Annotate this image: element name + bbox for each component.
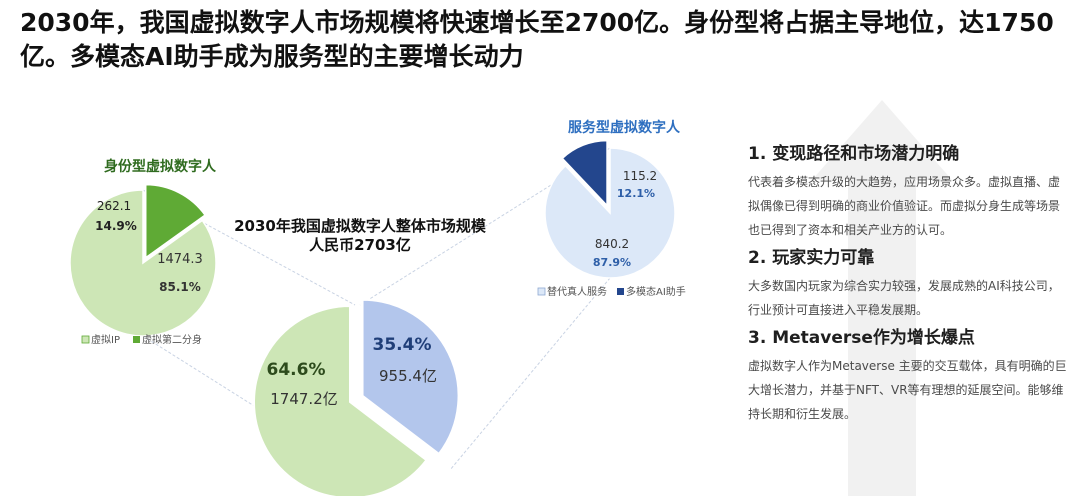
pie2-slice-human-service: [544, 147, 676, 279]
pie2-value-label-1: 840.2: [595, 237, 629, 251]
insight-section-3: 3. Metaverse作为增长爆点 虚拟数字人作为Metaverse 主要的交…: [748, 326, 1070, 426]
pie2-slice-ai-assistant: [561, 139, 608, 208]
pie2-legend-label-2: 多模态AI助手: [626, 285, 686, 298]
pie3-title-line-1: 2030年我国虚拟数字人整体市场规模: [234, 217, 487, 235]
pie1-legend-swatch-2: [133, 336, 140, 343]
pie2-percent-label-2: 12.1%: [617, 187, 655, 200]
pie3-value-label-1: 1747.2亿: [270, 390, 338, 408]
pie1-legend-label-1: 虚拟IP: [91, 333, 120, 346]
connector-line-3: [359, 147, 611, 306]
section-2-title: 2. 玩家实力可靠: [748, 248, 875, 268]
pie2-value-label-2: 115.2: [623, 169, 657, 183]
page-headline: 2030年，我国虚拟数字人市场规模将快速增长至2700亿。身份型将占据主导地位，…: [20, 8, 1054, 71]
pie3-slice-service: [361, 298, 460, 456]
pie2-legend-label-1: 替代真人服务: [547, 285, 607, 298]
pie1-value-label-2: 262.1: [97, 199, 131, 213]
pie1-legend-label-2: 虚拟第二分身: [142, 333, 202, 346]
pie1-slice-second-self: [144, 183, 207, 260]
background-arrow-layer: [812, 100, 952, 496]
pies: [69, 139, 676, 496]
pie1-percent-label-1: 85.1%: [159, 280, 201, 294]
insight-panel: 1. 变现路径和市场潜力明确 代表着多模态升级的大趋势，应用场景众多。虚拟直播、…: [748, 142, 1070, 430]
pie3-value-label-2: 955.4亿: [379, 367, 437, 385]
pie3-slice-identity: [253, 304, 428, 496]
connector-line-4: [449, 277, 611, 471]
pie3-percent-label-2: 35.4%: [373, 335, 432, 355]
pie1-percent-label-2: 14.9%: [95, 219, 137, 233]
insight-section-2: 2. 玩家实力可靠 大多数国内玩家为综合实力较强，发展成熟的AI科技公司，行业预…: [748, 246, 1070, 322]
pie1-title: 身份型虚拟数字人: [104, 158, 217, 175]
pie2-percent-label-1: 87.9%: [593, 256, 631, 269]
pie3-title-line-2: 人民币2703亿: [309, 236, 411, 254]
pie2-legend-swatch-2: [617, 288, 624, 295]
section-1-title: 1. 变现路径和市场潜力明确: [748, 144, 960, 164]
section-2-body: 大多数国内玩家为综合实力较强，发展成熟的AI科技公司，行业预计可直接进入平稳发展…: [748, 279, 1060, 317]
connector-line-2: [142, 335, 341, 461]
section-1-body: 代表着多模态升级的大趋势，应用场景众多。虚拟直播、虚拟偶像已得到明确的商业价值验…: [748, 175, 1061, 237]
insight-section-1: 1. 变现路径和市场潜力明确 代表着多模态升级的大趋势，应用场景众多。虚拟直播、…: [748, 142, 1070, 242]
pie3-percent-label-1: 64.6%: [267, 360, 326, 380]
pie2-title: 服务型虚拟数字人: [568, 119, 681, 136]
section-3-title: 3. Metaverse作为增长爆点: [748, 328, 975, 348]
pie1-legend-swatch-1: [81, 335, 90, 344]
pie1-value-label-1: 1474.3: [157, 252, 203, 267]
pie2-legend-swatch-1: [537, 287, 546, 296]
background-arrow: [812, 100, 952, 496]
pie1-slice-virtual-ip: [69, 189, 217, 337]
section-3-body: 虚拟数字人作为Metaverse 主要的交互载体，具有明确的巨大增长潜力，并基于…: [748, 359, 1067, 421]
